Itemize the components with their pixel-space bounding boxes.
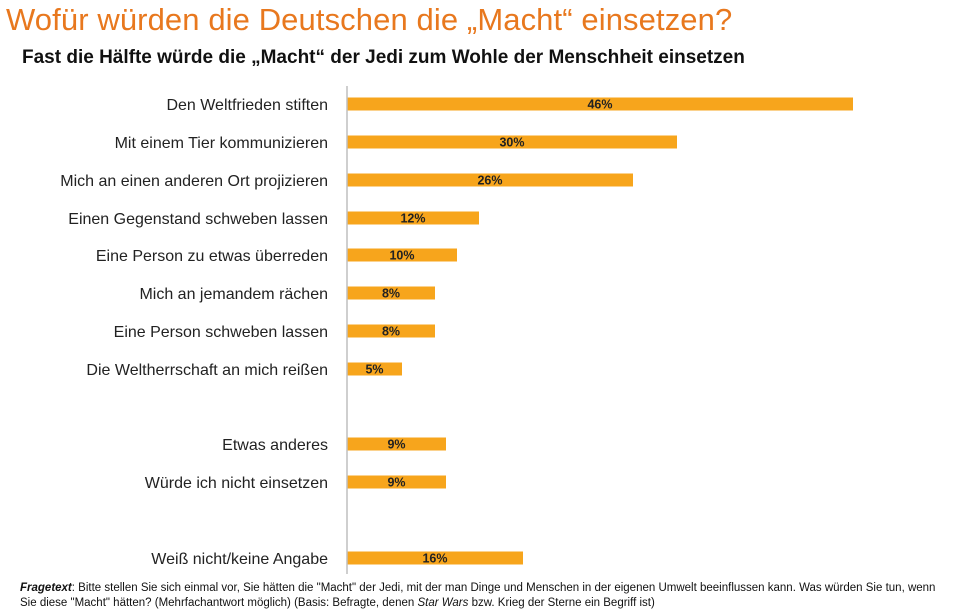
value-label: 9% — [387, 438, 405, 452]
value-label: 30% — [499, 136, 524, 150]
value-label: 12% — [400, 212, 425, 226]
category-labels: Den Weltfrieden stiften Mit einem Tier ko… — [60, 97, 328, 568]
category-label: Den Weltfrieden stiften — [166, 97, 328, 114]
bar — [347, 211, 479, 225]
category-label: Etwas anderes — [222, 437, 328, 454]
value-label: 26% — [477, 174, 502, 188]
page-title: Wofür würden die Deutschen die „Macht“ e… — [6, 2, 733, 37]
value-label: 46% — [587, 98, 612, 112]
bar — [347, 437, 446, 451]
bar — [347, 551, 523, 565]
value-label: 16% — [422, 552, 447, 566]
bar — [347, 248, 457, 262]
page-subtitle: Fast die Hälfte würde die „Macht“ der Je… — [22, 47, 745, 68]
category-label: Mich an einen anderen Ort projizieren — [60, 173, 328, 190]
category-label: Eine Person schweben lassen — [114, 324, 328, 341]
bar — [347, 475, 446, 489]
footnote-lead: Fragetext — [20, 582, 72, 594]
footnote-text-1: : Bitte stellen Sie sich einmal vor, Sie… — [20, 582, 936, 609]
category-label: Mich an jemandem rächen — [139, 286, 328, 303]
footnote-text-2: bzw. Krieg der Sterne ein Begriff ist) — [468, 597, 655, 609]
bar — [347, 324, 435, 338]
bar — [347, 362, 402, 376]
bar — [347, 286, 435, 300]
category-label: Weiß nicht/keine Angabe — [151, 551, 328, 568]
value-label: 5% — [365, 363, 383, 377]
footnote-title-italic: Star Wars — [417, 597, 469, 609]
bar — [347, 97, 853, 111]
category-label: Die Weltherrschaft an mich reißen — [86, 362, 328, 379]
bar — [347, 135, 677, 149]
category-label: Würde ich nicht einsetzen — [145, 475, 328, 492]
bar — [347, 173, 633, 187]
value-label: 8% — [382, 287, 400, 301]
value-label: 8% — [382, 325, 400, 339]
category-label: Eine Person zu etwas überreden — [96, 248, 328, 265]
value-label: 10% — [389, 249, 414, 263]
value-label: 9% — [387, 476, 405, 490]
bars — [347, 97, 853, 565]
category-label: Mit einem Tier kommunizieren — [115, 135, 328, 152]
value-labels: 46% 30% 26% 12% 10% 8% 8% 5% 9% 9% 16% — [365, 98, 612, 566]
category-label: Einen Gegenstand schweben lassen — [68, 211, 328, 228]
footnote: Fragetext: Bitte stellen Sie sich einmal… — [20, 581, 945, 611]
